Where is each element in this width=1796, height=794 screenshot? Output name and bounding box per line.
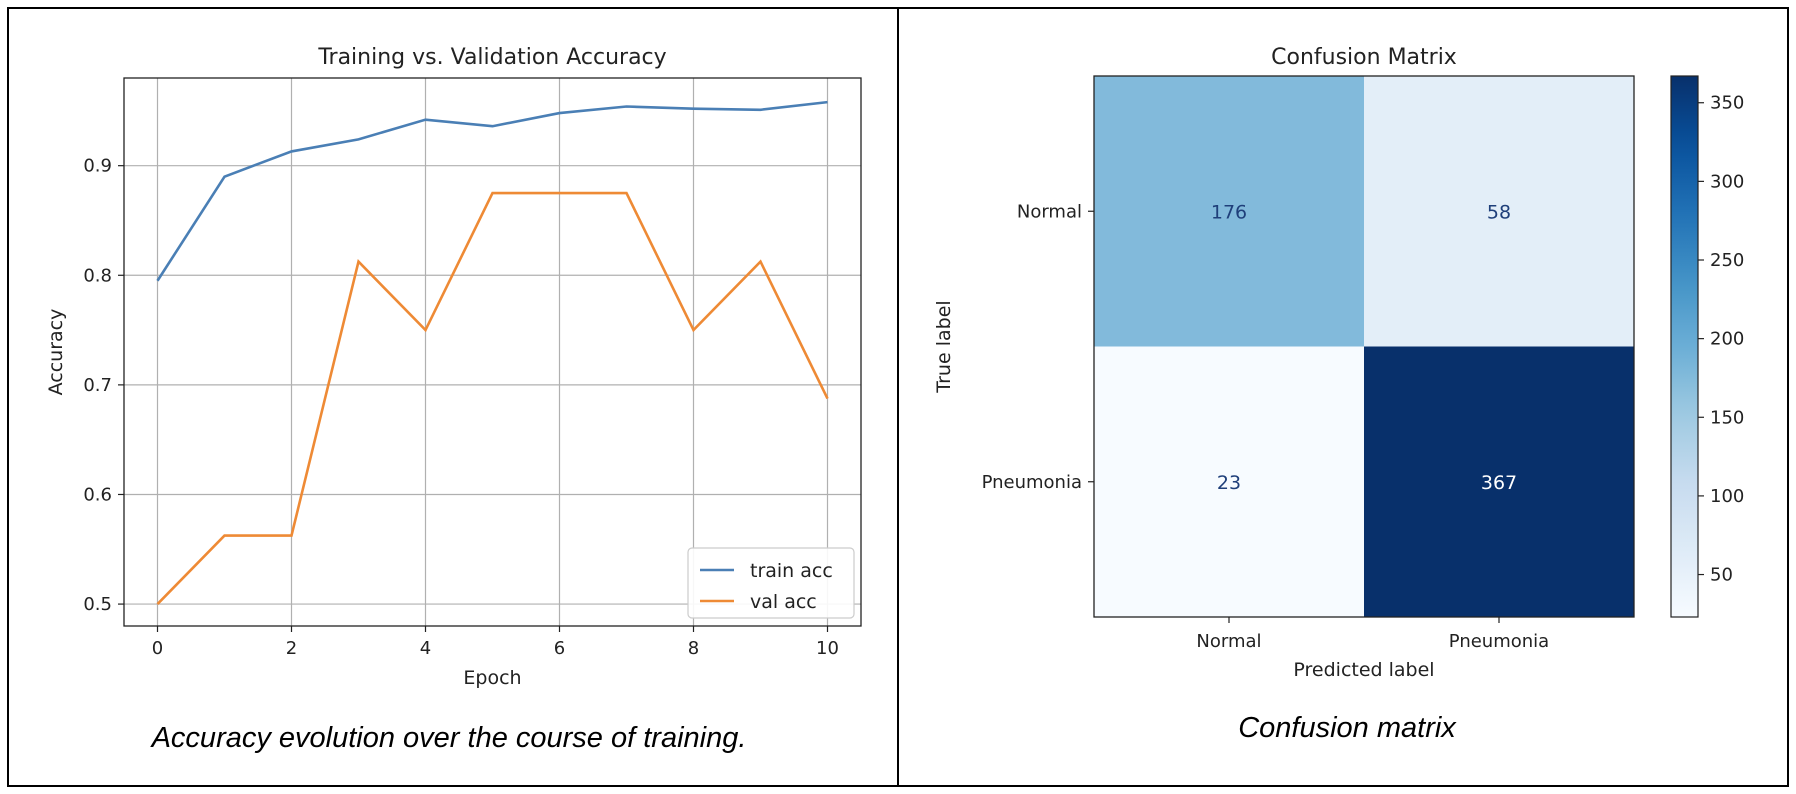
y-tick-label: 0.6	[83, 484, 112, 505]
matrix-cell	[1364, 76, 1634, 347]
colorbar-tick-label: 50	[1710, 565, 1733, 586]
matrix-cell-value: 176	[1211, 201, 1247, 223]
x-category-label: Normal	[1196, 631, 1261, 652]
series-line-val-acc	[156, 191, 829, 605]
y-category-label: Normal	[1017, 201, 1082, 222]
y-tick-label: 0.7	[83, 375, 112, 396]
caption-left: Accuracy evolution over the course of tr…	[151, 722, 747, 754]
y-tick-label: 0.9	[83, 156, 112, 177]
x-axis-label: Epoch	[463, 667, 521, 689]
y-tick-label: 0.8	[83, 265, 112, 286]
x-tick-label: 6	[554, 638, 565, 659]
y-tick-label: 0.5	[83, 594, 112, 615]
colorbar-tick-label: 100	[1710, 486, 1744, 507]
x-tick-label: 2	[286, 638, 297, 659]
y-category-label: Pneumonia	[982, 472, 1082, 493]
colorbar-tick-label: 250	[1710, 250, 1744, 271]
legend-label: val acc	[750, 591, 817, 613]
colorbar-tick-label: 150	[1710, 407, 1744, 428]
colorbar-tick-label: 350	[1710, 93, 1744, 114]
chart-title: Confusion Matrix	[1271, 45, 1457, 70]
plot-area	[123, 77, 862, 627]
confusion-matrix-chart: 176 58 23 367 Normal Pneumonia Normal Pneumonia…	[933, 45, 1744, 681]
x-category-label: Pneumonia	[1449, 631, 1549, 652]
colorbar-tick-label: 200	[1710, 329, 1744, 350]
series-line-train-acc	[156, 100, 828, 282]
x-tick-label: 4	[420, 638, 431, 659]
matrix-frame	[1093, 75, 1635, 618]
colorbar	[1670, 75, 1699, 618]
legend-label: train acc	[750, 560, 833, 582]
x-axis-label: Predicted label	[1293, 659, 1434, 681]
y-axis-label: True label	[933, 300, 955, 393]
matrix-cell	[1364, 346, 1634, 617]
y-axis-label: Accuracy	[45, 309, 67, 396]
colorbar-tick-label: 300	[1710, 171, 1744, 192]
matrix-cell-value: 367	[1481, 472, 1517, 494]
x-tick-label: 0	[152, 638, 163, 659]
caption-right: Confusion matrix	[1238, 712, 1456, 744]
matrix-cell-value: 23	[1217, 472, 1241, 494]
x-tick-label: 10	[816, 638, 839, 659]
matrix-cell	[1094, 346, 1364, 617]
matrix-cell-value: 58	[1487, 201, 1511, 223]
x-tick-label: 8	[688, 638, 699, 659]
matrix-cell	[1094, 76, 1364, 347]
accuracy-line-chart: 0 2 4 6 8 10 0.5 0.6 0.7 0.8 0.9 Training vs. Valid…	[45, 45, 862, 689]
chart-title: Training vs. Validation Accuracy	[317, 45, 666, 70]
